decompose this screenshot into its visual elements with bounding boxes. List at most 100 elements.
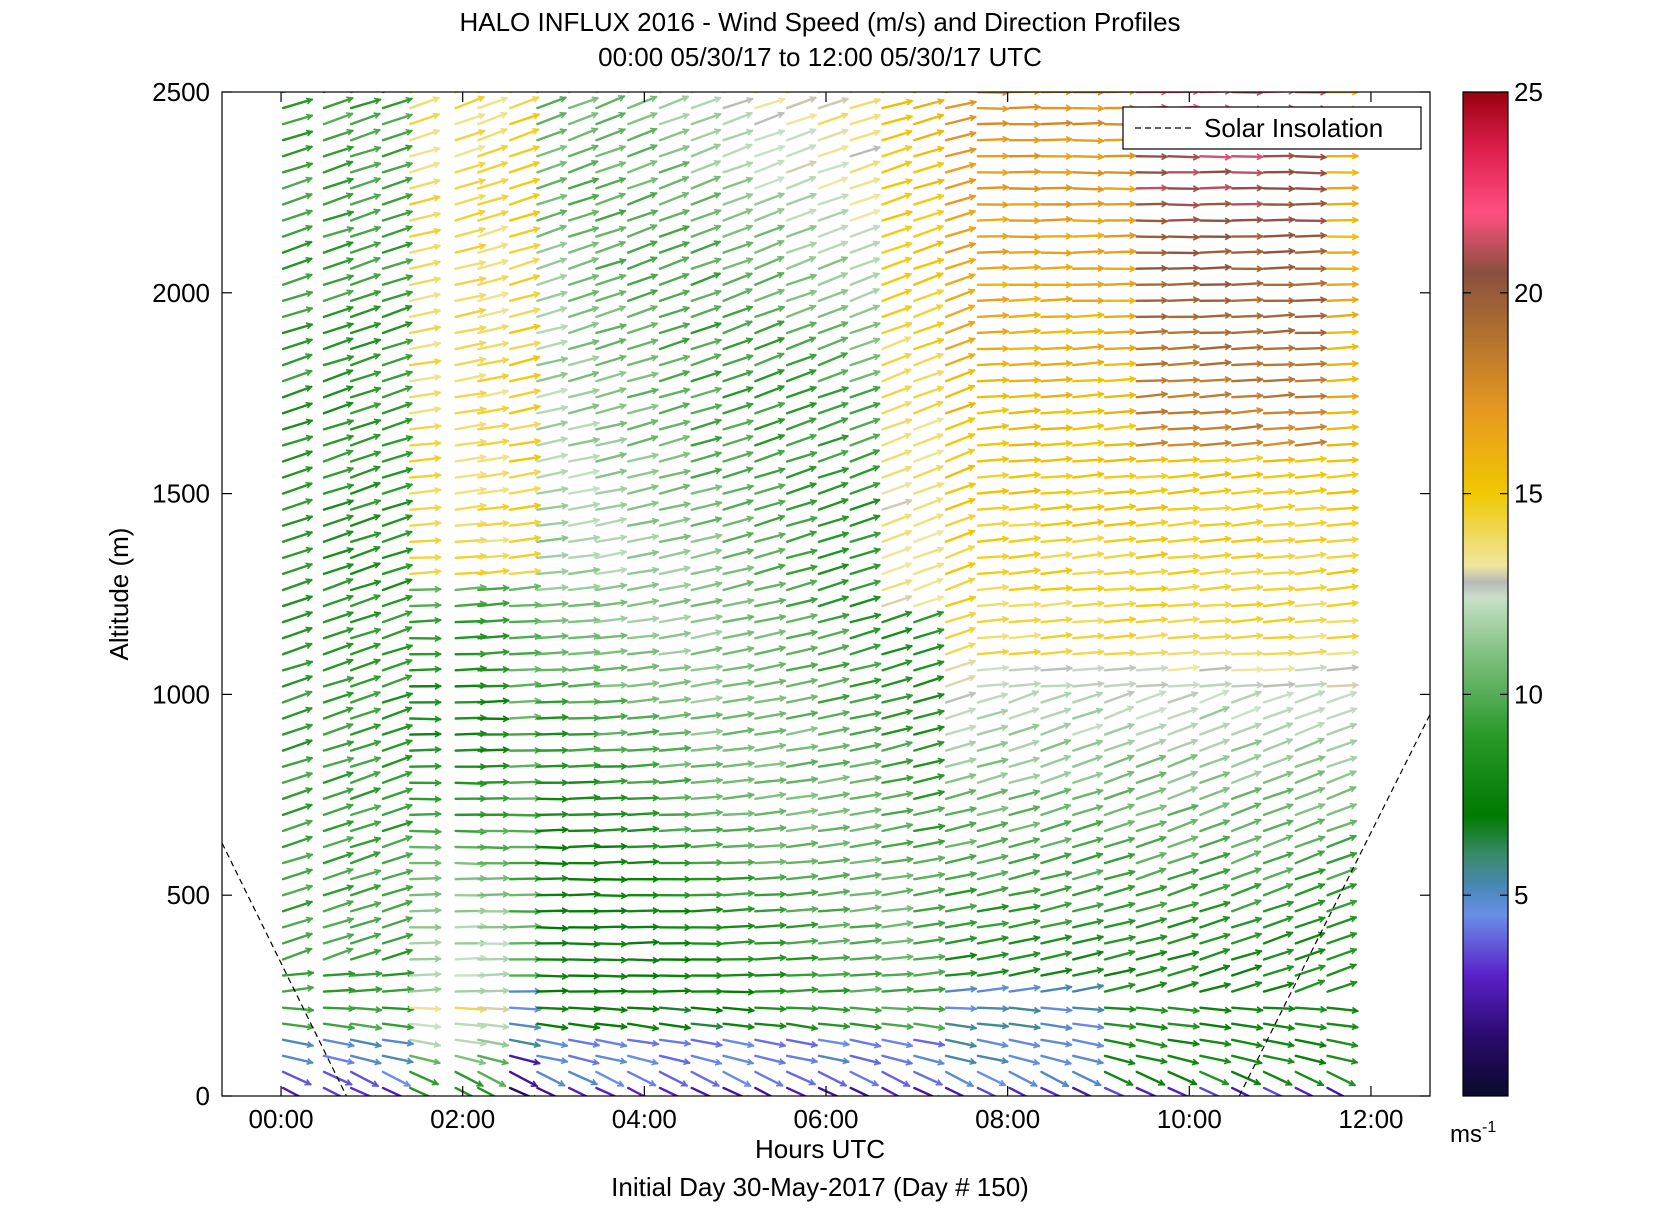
wind-barb-head xyxy=(1320,232,1328,240)
wind-barb xyxy=(595,128,626,142)
wind-barb-head xyxy=(809,530,818,538)
wind-barb xyxy=(1072,682,1105,688)
wind-barb xyxy=(817,305,849,319)
wind-barb xyxy=(595,1038,627,1047)
wind-barb xyxy=(658,209,690,222)
wind-barb-head xyxy=(842,1040,851,1048)
wind-barb-head xyxy=(617,1080,625,1087)
wind-barb-head xyxy=(809,304,817,312)
wind-barb-head xyxy=(684,744,692,752)
wind-barb-head xyxy=(809,143,817,151)
wind-barb-head xyxy=(1160,439,1169,447)
wind-barb-head xyxy=(968,416,976,424)
wind-barb-head xyxy=(1288,471,1296,479)
wind-barb-head xyxy=(713,304,722,312)
wind-barb xyxy=(1326,867,1357,881)
wind-barb xyxy=(785,160,817,174)
wind-barb xyxy=(1135,804,1167,817)
wind-barb xyxy=(690,665,723,672)
wind-barb-head xyxy=(561,924,570,932)
wind-barb xyxy=(281,642,313,656)
wind-barb-head xyxy=(1224,263,1233,271)
wind-barb xyxy=(1072,984,1104,993)
wind-barb-head xyxy=(904,610,913,618)
wind-barb-head xyxy=(969,1041,978,1049)
wind-barb xyxy=(1072,392,1105,399)
wind-barb xyxy=(849,354,881,367)
wind-barb-head xyxy=(434,795,442,803)
wind-barb xyxy=(1135,885,1167,897)
wind-barb xyxy=(849,257,881,270)
wind-barb-head xyxy=(841,161,850,169)
wind-barb xyxy=(881,595,913,608)
wind-barb-head xyxy=(1224,601,1233,609)
wind-barb xyxy=(1326,739,1358,752)
wind-barb xyxy=(1199,1086,1221,1096)
wind-barb xyxy=(817,352,848,367)
wind-barb xyxy=(658,322,690,335)
wind-barb-head xyxy=(650,418,659,426)
wind-barb-head xyxy=(476,1097,482,1102)
wind-barb xyxy=(536,650,569,656)
wind-barb-head xyxy=(1064,870,1073,878)
wind-barb xyxy=(1230,329,1264,335)
wind-barb-head xyxy=(373,770,381,778)
wind-barb-head xyxy=(1129,231,1137,240)
wind-barb-head xyxy=(433,243,442,251)
wind-barb-head xyxy=(1255,518,1264,526)
wind-barb-head xyxy=(747,889,756,898)
wind-barb-head xyxy=(1224,423,1232,431)
wind-barb-head xyxy=(1319,438,1328,446)
wind-barb-head xyxy=(968,177,977,185)
wind-barb-head xyxy=(904,256,913,264)
wind-barb-head xyxy=(746,434,754,442)
wind-barb-head xyxy=(346,610,354,618)
wind-barb-head xyxy=(1033,120,1042,128)
wind-barb xyxy=(1167,520,1200,527)
wind-barb-head xyxy=(560,468,569,476)
wind-barb-head xyxy=(305,642,313,650)
wind-barb-head xyxy=(620,987,629,995)
wind-barb-head xyxy=(714,338,723,346)
wind-barb xyxy=(1135,202,1169,206)
legend-box xyxy=(1122,106,1422,150)
wind-barb xyxy=(817,858,850,865)
wind-barb-head xyxy=(478,178,487,185)
wind-barb xyxy=(349,851,381,865)
wind-barb xyxy=(1008,666,1041,672)
wind-barb xyxy=(1008,1086,1028,1096)
wind-barb xyxy=(817,613,850,624)
wind-barb-head xyxy=(778,531,786,539)
wind-barb-head xyxy=(305,659,314,667)
wind-barb-head xyxy=(434,730,442,738)
wind-barb xyxy=(658,746,692,752)
wind-barb xyxy=(381,949,413,961)
wind-barb-head xyxy=(1286,754,1294,762)
wind-barb-head xyxy=(305,129,314,137)
wind-barb xyxy=(754,98,786,110)
wind-barb-head xyxy=(373,642,381,650)
wind-barb-head xyxy=(1065,263,1074,271)
wind-barb-head xyxy=(1192,313,1201,321)
wind-barb xyxy=(1199,983,1231,993)
wind-barb-head xyxy=(778,710,787,718)
wind-barb xyxy=(785,579,818,592)
wind-barb xyxy=(567,829,601,833)
wind-barb xyxy=(1040,1006,1073,1012)
wind-barb xyxy=(849,727,882,736)
wind-barb-head xyxy=(969,903,978,911)
wind-barb xyxy=(408,845,442,849)
wind-barb-head xyxy=(433,259,442,267)
wind-barb-head xyxy=(1192,456,1201,464)
wind-barb xyxy=(944,288,976,303)
wind-barb xyxy=(567,518,600,527)
wind-barb-head xyxy=(1001,471,1010,479)
wind-barb-head xyxy=(1129,519,1137,527)
wind-barb-head xyxy=(1129,584,1137,593)
legend: Solar Insolation xyxy=(1122,106,1422,150)
wind-barb xyxy=(1040,121,1073,126)
wind-barb xyxy=(690,436,722,447)
wind-barb-head xyxy=(1349,802,1358,810)
wind-barb-head xyxy=(682,144,690,152)
wind-barb-head xyxy=(937,627,945,635)
